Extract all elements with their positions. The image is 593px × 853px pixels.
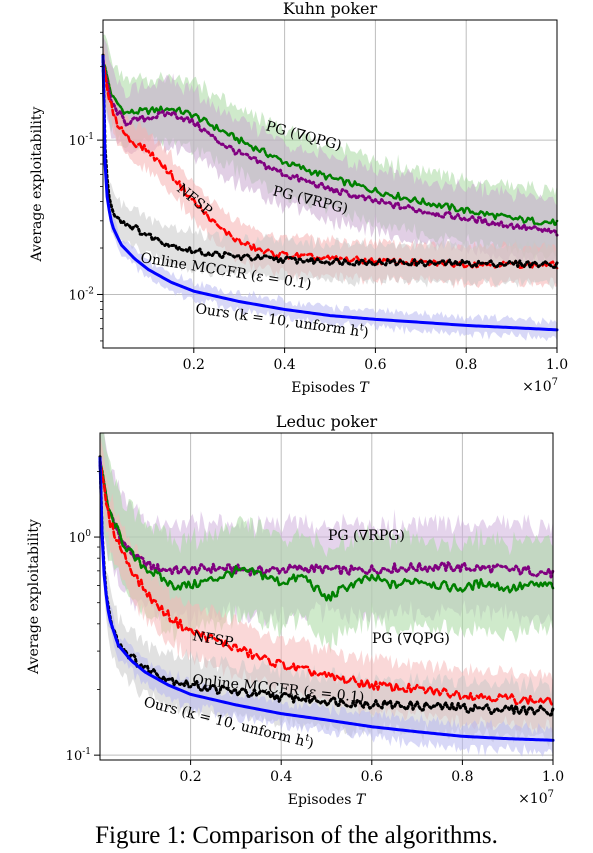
x-tick-label: 0.2 <box>183 357 205 373</box>
series-line-pg-qpg <box>101 60 559 227</box>
plot-frame <box>102 19 558 349</box>
band-pg-qpg <box>100 433 553 654</box>
band-nfsp <box>103 40 557 289</box>
series-line-online-mccfr-0-1 <box>101 53 559 269</box>
series-line-ours-k-10-unform-h-t <box>98 456 555 742</box>
panel-kuhn-poker: 0.2 0.4 0.6 0.8 1.0 ×107 Kuhn poker Episodes T A… <box>29 0 568 396</box>
y-tick-label: 10-1 <box>69 132 94 149</box>
x-tick-label: 0.4 <box>273 357 295 373</box>
x-tick-label: 0.8 <box>455 357 477 373</box>
chart-title: Leduc poker <box>276 412 378 431</box>
band-online-mccfr-0-1 <box>100 433 553 747</box>
x-tick-label: 1.0 <box>546 357 568 373</box>
band-online-mccfr-0-1 <box>103 38 557 291</box>
y-tick-label: 10-2 <box>69 286 94 303</box>
series-line-nfsp <box>98 457 555 708</box>
series-line-pg-qpg <box>98 460 555 602</box>
series-line-pg-rpg <box>101 64 559 237</box>
series-line-ours-k-10-unform-h-t <box>101 54 559 332</box>
annotation-pg-qpg: PG (∇QPG) <box>372 631 450 647</box>
x-axis-label: Episodes T <box>291 380 370 396</box>
svg-text:Average exploitability: Average exploitability <box>26 519 42 675</box>
annotation-pg-rpg: PG (∇RPG) <box>328 528 405 544</box>
y-axis-label: Average exploitability <box>26 519 42 675</box>
x-tick-label: 0.6 <box>361 769 383 785</box>
y-tick-label: 100 <box>69 529 92 546</box>
figure-caption: Figure 1: Comparison of the algorithms. <box>95 822 498 849</box>
x-tick-label: 1.0 <box>542 769 564 785</box>
svg-text:NFSP: NFSP <box>191 628 234 651</box>
series-line-online-mccfr-0-1 <box>98 455 555 717</box>
panel-leduc-poker: 0.2 0.4 0.6 0.8 1.0 ×107 Leduc poker Episodes T… <box>26 412 564 808</box>
y-axis-label: Average exploitability <box>29 106 45 262</box>
band-pg-rpg <box>103 37 557 268</box>
x-multiplier-label: ×107 <box>522 377 558 395</box>
x-axis-label: Episodes T <box>288 792 367 808</box>
chart-title: Kuhn poker <box>283 0 378 18</box>
annotation-nfsp: NFSP <box>191 628 234 651</box>
x-tick-label: 0.2 <box>179 769 201 785</box>
plot-frame <box>99 432 554 761</box>
y-tick-label: 10-1 <box>66 747 91 764</box>
svg-text:Average exploitability: Average exploitability <box>29 106 45 262</box>
svg-text:PG (∇RPG): PG (∇RPG) <box>328 528 405 544</box>
band-ours-k-10-unform-h-t <box>100 447 553 757</box>
series-line-pg-rpg <box>98 463 555 579</box>
x-tick-label: 0.8 <box>451 769 473 785</box>
x-tick-label: 0.4 <box>270 769 292 785</box>
x-tick-label: 0.6 <box>364 357 386 373</box>
x-multiplier-label: ×107 <box>518 789 554 807</box>
svg-text:PG (∇QPG): PG (∇QPG) <box>372 631 450 647</box>
